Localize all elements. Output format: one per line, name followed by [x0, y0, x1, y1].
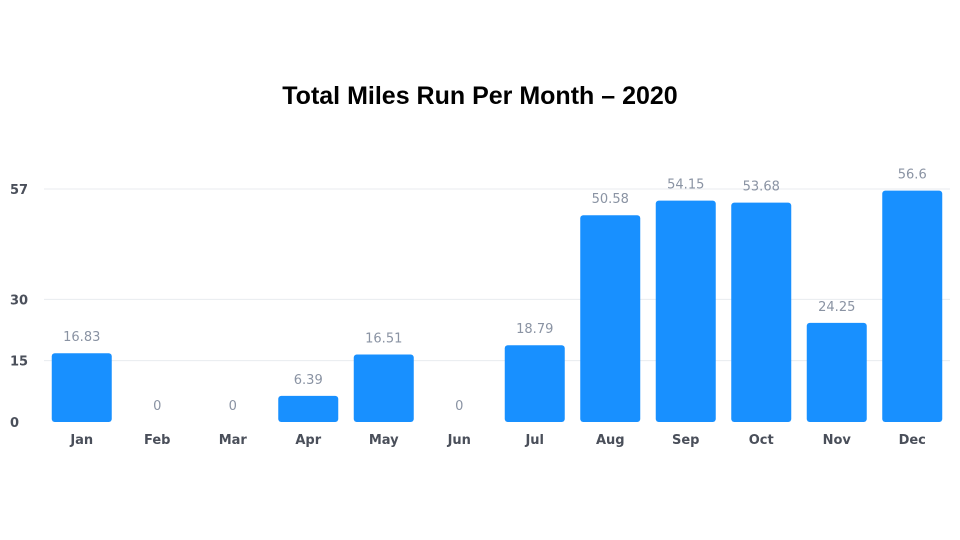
y-axis-ticks: 0 15 30 57 — [10, 183, 28, 431]
x-tick-label: Oct — [749, 433, 774, 448]
bar-sep — [655, 200, 716, 422]
x-tick-label: Jul — [524, 433, 544, 448]
x-tick-label: Dec — [899, 433, 926, 448]
bar-nov — [806, 322, 867, 422]
gridlines — [44, 188, 950, 362]
data-label: 24.25 — [818, 300, 855, 315]
data-label: 50.58 — [592, 192, 629, 207]
bar-apr — [278, 395, 339, 422]
data-label: 0 — [229, 399, 237, 414]
bar-jul — [504, 345, 565, 422]
data-label: 56.6 — [898, 168, 927, 183]
x-tick-label: Nov — [823, 433, 852, 448]
x-tick-label: Mar — [219, 433, 248, 448]
data-label: 53.68 — [743, 180, 780, 195]
bar-oct — [731, 202, 792, 422]
x-tick-label: Apr — [295, 433, 321, 448]
data-label: 6.39 — [294, 373, 323, 388]
x-tick-label: Jan — [69, 433, 93, 448]
data-label: 54.15 — [667, 178, 704, 193]
data-label: 16.51 — [365, 332, 402, 347]
bar-jan — [51, 353, 112, 422]
y-tick-label: 15 — [10, 355, 28, 370]
chart-title: Total Miles Run Per Month – 2020 — [282, 82, 678, 110]
bars — [51, 190, 943, 422]
data-label: 18.79 — [516, 322, 553, 337]
data-labels: 16.83 0 0 6.39 16.51 0 18.79 50.58 54.15 53.68 24.… — [63, 168, 927, 414]
x-tick-label: Jun — [447, 433, 471, 448]
y-tick-label: 57 — [10, 183, 28, 198]
x-tick-label: Aug — [596, 433, 625, 448]
x-tick-label: Feb — [144, 433, 170, 448]
bar-aug — [580, 215, 641, 422]
y-tick-label: 0 — [10, 416, 19, 431]
data-label: 0 — [153, 399, 161, 414]
data-label: 16.83 — [63, 330, 100, 345]
x-tick-label: Sep — [672, 433, 700, 448]
x-tick-label: May — [369, 433, 399, 448]
data-label: 0 — [455, 399, 463, 414]
bar-may — [353, 354, 414, 422]
y-tick-label: 30 — [10, 293, 28, 308]
bar-dec — [882, 190, 943, 422]
x-axis-labels: Jan Feb Mar Apr May Jun Jul Aug Sep Oct Nov Dec — [69, 433, 926, 448]
